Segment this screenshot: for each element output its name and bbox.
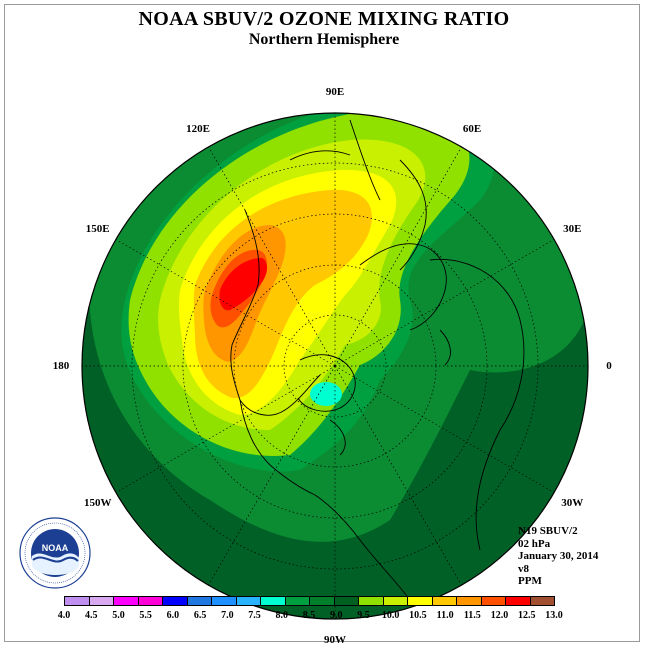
low-ozone-spot (310, 382, 342, 406)
legend-swatch (64, 596, 90, 606)
map-title: NOAA SBUV/2 OZONE MIXING RATIO (138, 8, 510, 30)
units-label: PPM (518, 575, 542, 587)
legend-tick-label: 6.5 (193, 610, 207, 621)
legend-swatch (505, 596, 531, 606)
legend-swatch (382, 596, 408, 606)
longitude-label: 150E (85, 223, 110, 235)
legend-tick-label: 7.5 (248, 610, 261, 621)
longitude-label: 90W (324, 634, 346, 646)
legend-tick-label: 5.0 (112, 610, 125, 621)
noaa-logo: NOAA (19, 517, 91, 589)
legend-swatch (358, 596, 384, 606)
map-subtitle: Northern Hemisphere (248, 31, 400, 48)
legend-tick-label: 5.5 (139, 610, 152, 621)
legend-swatch (431, 596, 457, 606)
legend-swatch (284, 596, 310, 606)
legend-swatch (137, 596, 163, 606)
legend-swatch (529, 596, 555, 606)
legend-tick-label: 10.5 (409, 610, 427, 621)
legend-tick-label: 13.0 (545, 610, 563, 621)
longitude-label: 60E (462, 122, 482, 135)
longitude-label: 120E (186, 122, 210, 135)
longitude-label: 90E (325, 86, 345, 98)
contour-12-5 (219, 258, 268, 311)
longitude-label: 30W (561, 497, 584, 509)
level-label: 02 hPa (518, 537, 551, 550)
legend-tick-label: 8.0 (275, 610, 289, 621)
legend-swatch (456, 596, 482, 606)
satellite-label: N19 SBUV/2 (518, 525, 578, 537)
legend-swatch (113, 596, 139, 606)
longitude-label: 30E (563, 223, 582, 235)
logo-text: NOAA (42, 543, 69, 553)
legend-tick-label: 4.0 (57, 610, 71, 621)
legend-tick-label: 10.0 (381, 610, 400, 621)
legend-tick-label: 12.5 (518, 610, 536, 621)
legend-swatch (162, 596, 188, 606)
legend-tick-label: 11.5 (463, 610, 481, 621)
legend-tick-label: 11.0 (436, 610, 454, 621)
figure-frame (4, 4, 640, 642)
longitude-label: 150W (83, 497, 112, 509)
legend-swatch (309, 596, 335, 606)
legend-swatch (480, 596, 506, 606)
map-boundary (81, 112, 589, 620)
legend-tick-label: 6.0 (166, 610, 180, 621)
legend-swatch (260, 596, 286, 606)
legend-swatch (186, 596, 212, 606)
graticule (82, 113, 588, 619)
longitude-label: 0 (606, 360, 612, 372)
longitude-label: 180 (52, 360, 70, 372)
metadata-block: N19 SBUV/2 02 hPa January 30, 2014 v8 PP… (518, 525, 598, 588)
legend-tick-label: 12.0 (490, 610, 509, 621)
legend-swatch (407, 596, 433, 606)
legend-tick-label: 7.0 (221, 610, 234, 621)
legend-tick-label: 9.5 (357, 610, 370, 621)
date-label: January 30, 2014 (518, 550, 599, 562)
legend-tick-label: 8.5 (302, 610, 316, 621)
legend-tick-label: 9.0 (329, 610, 343, 621)
legend-swatch (333, 596, 359, 606)
legend-swatch (211, 596, 237, 606)
legend-tick-label: 4.5 (84, 610, 98, 621)
legend-swatch (88, 596, 114, 606)
legend-swatch (235, 596, 261, 606)
version-label: v8 (518, 562, 529, 575)
